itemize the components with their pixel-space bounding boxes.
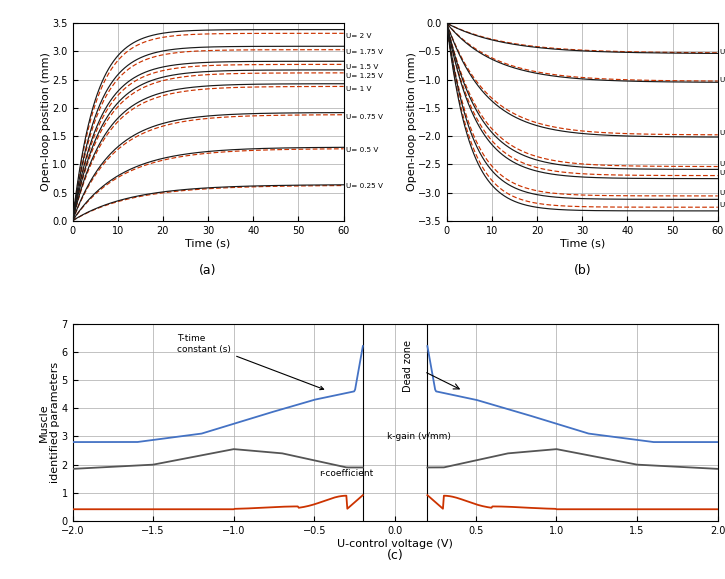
Text: U= -0.25 V: U= -0.25 V: [720, 49, 725, 55]
Text: T-time
constant (s): T-time constant (s): [178, 334, 323, 390]
X-axis label: U-control voltage (V): U-control voltage (V): [337, 538, 453, 549]
Text: Dead zone: Dead zone: [403, 340, 413, 392]
Text: U= 1 V: U= 1 V: [346, 86, 371, 92]
Y-axis label: Open-loop position (mm): Open-loop position (mm): [41, 53, 51, 192]
X-axis label: Time (s): Time (s): [560, 239, 605, 248]
Text: U= 1.75 V: U= 1.75 V: [346, 49, 383, 55]
Text: U= -1.75 V: U= -1.75 V: [720, 190, 725, 196]
Text: (b): (b): [573, 264, 591, 277]
Text: k-gain (v/mm): k-gain (v/mm): [387, 433, 451, 441]
Text: U= 0.75 V: U= 0.75 V: [346, 114, 383, 120]
Text: U= 0.5 V: U= 0.5 V: [346, 147, 378, 153]
Text: U= -0.5 V: U= -0.5 V: [720, 76, 725, 83]
X-axis label: Time (s): Time (s): [186, 239, 231, 248]
Text: U= -2 V: U= -2 V: [720, 202, 725, 208]
Y-axis label: Open-loop position (mm): Open-loop position (mm): [407, 53, 417, 192]
Text: U= -0.75 V: U= -0.75 V: [720, 130, 725, 136]
Text: r-coefficient: r-coefficient: [320, 469, 374, 478]
Text: (c): (c): [386, 549, 404, 562]
Text: U= 0.25 V: U= 0.25 V: [346, 184, 383, 189]
Text: U= 1.25 V: U= 1.25 V: [346, 72, 383, 79]
Text: U= 2 V: U= 2 V: [346, 33, 371, 39]
Text: (a): (a): [199, 264, 217, 277]
Text: U= -1 V: U= -1 V: [720, 162, 725, 167]
Text: U= -1.25 V: U= -1.25 V: [720, 170, 725, 177]
Text: U= 1.5 V: U= 1.5 V: [346, 64, 378, 70]
Y-axis label: Muscle
identified parameters: Muscle identified parameters: [38, 362, 60, 483]
